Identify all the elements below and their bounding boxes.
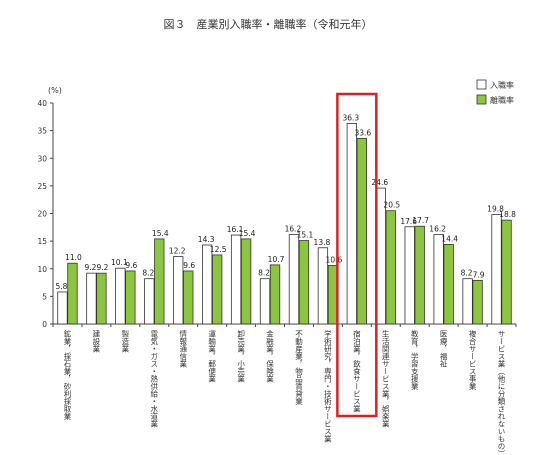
data-label-nyushoku: 14.3 [198, 235, 215, 244]
data-label-rishoku: 9.6 [125, 261, 137, 270]
data-label-rishoku: 7.9 [473, 270, 485, 279]
bar-nyushoku [115, 267, 126, 325]
data-label-rishoku: 17.7 [412, 216, 429, 225]
bar-rishoku [298, 240, 310, 325]
bar-rishoku [67, 262, 78, 325]
bar-rishoku [212, 254, 223, 325]
bar-rishoku [96, 272, 107, 325]
bar-nyushoku [202, 244, 213, 325]
data-label-rishoku: 15.4 [239, 229, 256, 238]
data-label-nyushoku: 12.2 [169, 247, 186, 256]
x-tick-label: 医療，福祉 [439, 330, 448, 369]
data-label-nyushoku: 24.6 [371, 178, 388, 187]
data-label-rishoku: 12.5 [210, 245, 227, 254]
data-label-rishoku: 11.0 [65, 253, 82, 262]
x-tick-label: 卸売業，小売業 [236, 329, 245, 384]
bar-rishoku [125, 270, 136, 325]
bar-nyushoku [57, 291, 68, 325]
bar-nyushoku [259, 278, 271, 325]
bar-nyushoku [462, 278, 473, 325]
data-label-nyushoku: 10.1 [111, 258, 128, 267]
bar-rishoku [501, 219, 512, 325]
y-tick-label: 25 [37, 182, 47, 191]
bar-nyushoku [491, 214, 502, 325]
x-tick-label: 金融業，保険業 [265, 329, 274, 384]
x-tick-label: 情報通信業 [178, 329, 187, 369]
bar-rishoku [240, 238, 252, 325]
x-tick-label: 運輸業，郵便業 [207, 330, 216, 384]
data-label-nyushoku: 5.8 [56, 282, 68, 291]
data-label-nyushoku: 9.2 [84, 263, 96, 272]
data-label-nyushoku: 8.2 [142, 269, 154, 278]
bar-nyushoku [288, 234, 300, 325]
bar-nyushoku [433, 234, 444, 325]
legend-label: 離職率 [490, 95, 514, 105]
y-tick-label: 35 [37, 127, 47, 136]
bar-nyushoku [317, 247, 329, 325]
y-axis-unit: (%) [48, 86, 62, 95]
bar-rishoku [154, 238, 165, 325]
data-label-nyushoku: 17.6 [400, 217, 417, 226]
data-label-rishoku: 18.8 [499, 210, 516, 219]
legend-label: 入職率 [490, 80, 514, 90]
x-tick-labels: 鉱業，採石業，砂利採取業 建設業 製造業 電気・ガス・熱供給・水道業 情報通信業 運輸業，… [63, 329, 506, 455]
data-label-rishoku: 10.7 [268, 255, 285, 264]
bar-nyushoku [173, 256, 184, 325]
y-tick-label: 15 [37, 237, 47, 246]
bar-rishoku [385, 210, 396, 325]
bar-nyushoku [230, 234, 242, 325]
bar-nyushoku [346, 123, 357, 325]
legend-swatch [476, 94, 487, 105]
data-label-rishoku: 15.1 [297, 231, 314, 240]
x-tick-label: 教育，学習支援業 [410, 329, 419, 392]
data-label-nyushoku: 36.3 [342, 113, 359, 122]
data-label-rishoku: 33.6 [354, 128, 371, 137]
x-tick-label: 複合サービス事業 [468, 329, 477, 392]
data-label-rishoku: 9.2 [96, 263, 108, 272]
x-tick-label: 製造業 [121, 329, 130, 354]
bar-rishoku [472, 279, 483, 325]
y-tick-label: 30 [37, 154, 47, 163]
data-label-rishoku: 15.4 [152, 229, 169, 238]
y-tick-label: 0 [42, 320, 47, 329]
x-tick-label: 建設業 [92, 329, 101, 354]
data-label-rishoku: 10.6 [326, 255, 343, 264]
chart-title: 図３ 産業別入職率・離職率（令和元年） [164, 17, 373, 31]
bar-rishoku [443, 244, 454, 325]
data-label-nyushoku: 16.1 [227, 225, 244, 234]
x-tick-label: 鉱業，採石業，砂利採取業 [63, 329, 72, 422]
data-label-nyushoku: 8.2 [461, 269, 473, 278]
y-tick-label: 10 [37, 265, 47, 274]
bar-rishoku [183, 270, 194, 325]
data-label-nyushoku: 8.2 [258, 269, 270, 278]
bar-rishoku [414, 225, 425, 325]
data-label-rishoku: 20.5 [383, 201, 400, 210]
highlight-box [336, 92, 378, 418]
data-label-nyushoku: 16.2 [429, 224, 446, 233]
data-labels: 5.811.09.2 9.210.19.68.215.412.29.614.312… [56, 113, 517, 291]
bar-rishoku [356, 137, 367, 325]
bar-rishoku [269, 264, 281, 325]
x-tick-label: 不動産業，物品賃貸業 [294, 330, 303, 407]
data-label-nyushoku: 19.8 [487, 205, 504, 214]
legend-swatch [476, 79, 487, 90]
bar-nyushoku [144, 278, 155, 325]
data-label-rishoku: 9.6 [183, 261, 195, 270]
x-tick-label: 学術研究，専門・技術サービス業 [323, 329, 332, 444]
x-tick-label: 宿泊業，飲食サービス業 [352, 329, 361, 414]
bar-nyushoku [404, 226, 415, 325]
x-tick-label: 電気・ガス・熱供給・水道業 [150, 330, 159, 429]
bars [57, 123, 512, 325]
data-label-nyushoku: 13.8 [314, 238, 331, 247]
data-label-nyushoku: 16.2 [285, 224, 302, 233]
y-tick-label: 5 [42, 292, 47, 301]
bar-nyushoku [86, 272, 97, 325]
x-tick-label: サービス業（他に分類されないもの） [497, 330, 506, 455]
y-tick-label: 40 [37, 99, 47, 108]
y-tick-label: 20 [37, 210, 47, 219]
x-tick-label: 生活関連サービス業，娯楽業 [381, 329, 390, 429]
data-label-rishoku: 14.4 [441, 234, 458, 243]
